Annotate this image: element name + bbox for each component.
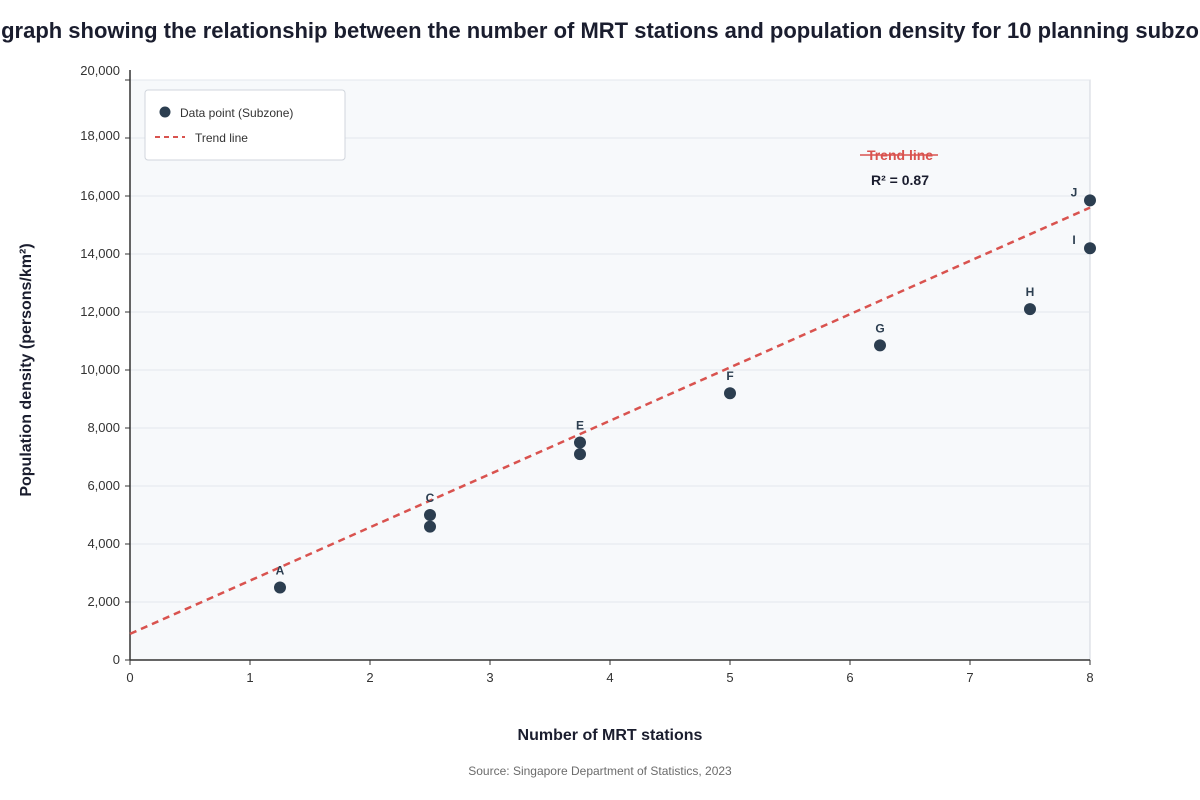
x-tick-label: 6 (846, 670, 853, 685)
data-points: A C E F G H I J (274, 185, 1096, 594)
legend: Data point (Subzone) Trend line (144, 89, 346, 161)
legend-marker-data-point (159, 106, 171, 118)
data-point (1084, 194, 1096, 207)
legend-box (144, 89, 346, 161)
legend-label-data-point: Data point (Subzone) (180, 106, 293, 120)
y-tick-label: 14,000 (80, 246, 120, 261)
y-tick-label: 12,000 (80, 304, 120, 319)
data-point-label: F (726, 369, 733, 383)
x-tick-label: 3 (486, 670, 493, 685)
source-note: Source: Singapore Department of Statisti… (468, 764, 732, 778)
trend-annotation: Trend line R² = 0.87 (860, 147, 938, 188)
y-tick-label: 2,000 (87, 594, 120, 609)
data-point (424, 520, 436, 533)
data-point-label: H (1026, 285, 1035, 299)
data-point (574, 448, 586, 461)
data-point-label: A (276, 564, 285, 578)
x-axis-label: Number of MRT stations (518, 727, 703, 744)
x-tick-label: 2 (366, 670, 373, 685)
x-tick-label: 7 (966, 670, 973, 685)
x-axis-ticks: 0 1 2 3 4 5 6 7 8 (126, 660, 1094, 685)
y-axis-label: Population density (persons/km²) (18, 243, 35, 496)
data-point-label: C (426, 491, 435, 505)
x-tick-label: 0 (126, 670, 133, 685)
y-tick-label: 16,000 (80, 188, 120, 203)
y-tick-label: 6,000 (87, 478, 120, 493)
y-axis-ticks: 0 2,000 4,000 6,000 8,000 10,000 12,000 14,000 1… (80, 63, 130, 667)
data-point (1084, 242, 1096, 255)
data-point (1024, 303, 1036, 316)
x-tick-label: 1 (246, 670, 253, 685)
data-point (574, 436, 586, 449)
y-tick-label: 18,000 (80, 128, 120, 143)
y-tick-label: 4,000 (87, 536, 120, 551)
y-tick-label: 8,000 (87, 420, 120, 435)
data-point (274, 581, 286, 594)
legend-label-trend-line: Trend line (195, 131, 248, 145)
r-squared-label: R² = 0.87 (871, 172, 929, 188)
y-tick-label: 0 (113, 652, 120, 667)
x-tick-label: 8 (1086, 670, 1093, 685)
x-tick-label: 5 (726, 670, 733, 685)
gridlines (130, 79, 1090, 603)
data-point-label: J (1071, 185, 1078, 199)
data-point-label: I (1072, 233, 1075, 247)
chart-title: graph showing the relationship between t… (1, 18, 1199, 43)
y-tick-label: 20,000 (80, 63, 120, 78)
data-point (874, 339, 886, 352)
data-point (724, 387, 736, 400)
data-point-label: G (875, 321, 884, 335)
x-tick-label: 4 (606, 670, 613, 685)
data-point (424, 509, 436, 521)
data-point-label: E (576, 419, 584, 433)
y-tick-label: 10,000 (80, 362, 120, 377)
